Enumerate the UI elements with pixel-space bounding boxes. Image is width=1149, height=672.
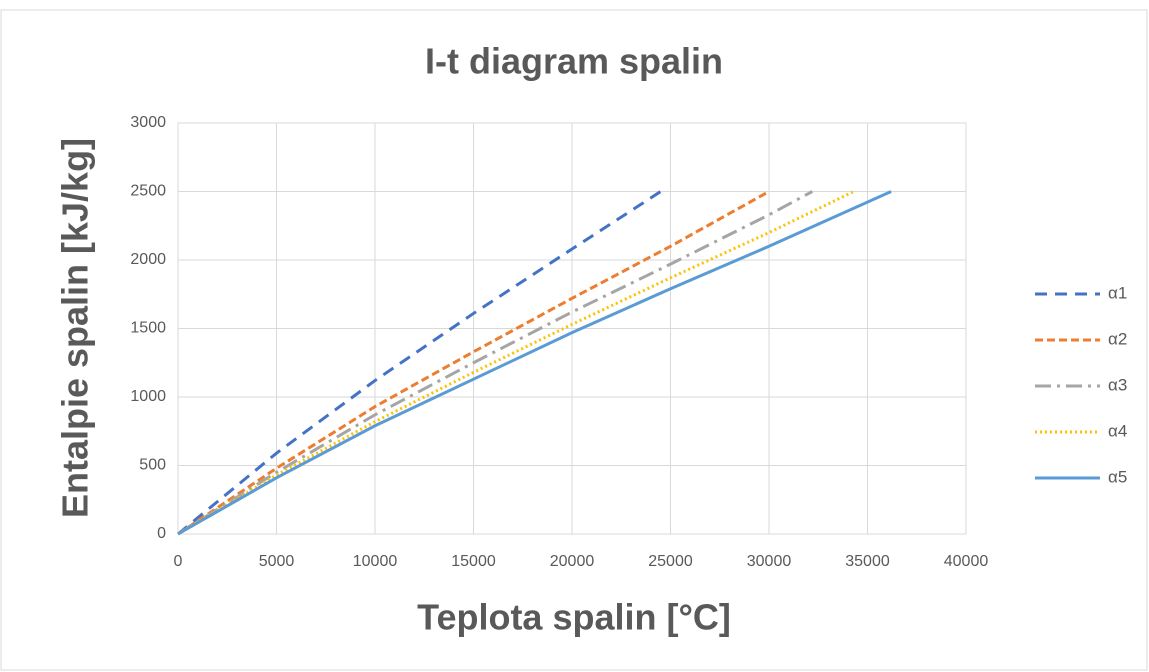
legend-label: α2	[1108, 329, 1127, 348]
y-tick-label: 1500	[130, 320, 166, 337]
series-line	[177, 190, 814, 536]
y-tick-label: 0	[157, 525, 166, 542]
x-tick-label: 25000	[648, 553, 693, 570]
series-line	[177, 190, 770, 536]
series-line	[177, 190, 662, 536]
x-tick-label: 20000	[550, 553, 595, 570]
series-line	[177, 190, 855, 536]
x-tick-label: 35000	[845, 553, 890, 570]
y-tick-label: 2500	[130, 183, 166, 200]
y-axis-label: Entalpie spalin [kJ/kg]	[55, 138, 96, 518]
y-tick-label: 1000	[130, 388, 166, 405]
y-tick-label: 2000	[130, 251, 166, 268]
legend-label: α4	[1108, 421, 1127, 440]
y-tick-label: 3000	[130, 114, 166, 131]
legend-label: α1	[1108, 283, 1127, 302]
x-tick-label: 40000	[944, 553, 989, 570]
x-tick-label: 5000	[259, 553, 295, 570]
y-tick-label: 500	[139, 457, 166, 474]
x-tick-label: 0	[174, 553, 183, 570]
x-tick-label: 30000	[747, 553, 792, 570]
x-tick-label: 15000	[451, 553, 496, 570]
legend-label: α5	[1108, 467, 1127, 486]
legend-label: α3	[1108, 375, 1127, 394]
x-tick-label: 10000	[353, 553, 398, 570]
series-line	[177, 190, 892, 536]
chart-frame	[0, 9, 1148, 671]
x-axis-label: Teplota spalin [°C]	[417, 597, 731, 638]
chart-title: I-t diagram spalin	[425, 41, 723, 82]
